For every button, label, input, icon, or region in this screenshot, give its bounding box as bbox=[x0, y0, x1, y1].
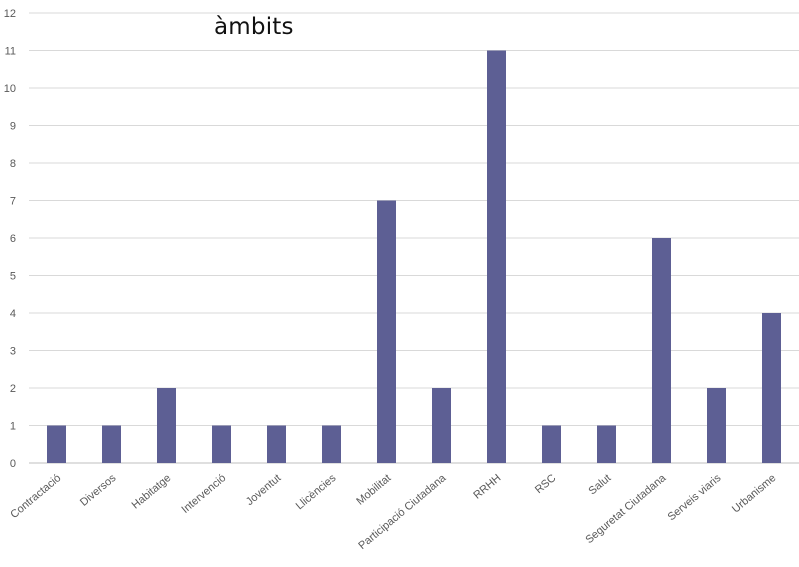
y-tick-label: 8 bbox=[10, 158, 16, 170]
x-tick-label: Mobilitat bbox=[354, 472, 393, 508]
bar-0 bbox=[47, 425, 66, 463]
bar-7 bbox=[432, 388, 451, 463]
bar-4 bbox=[267, 425, 286, 463]
y-tick-label: 5 bbox=[10, 271, 16, 283]
bar-12 bbox=[707, 388, 726, 463]
x-tick-label: Habitatge bbox=[130, 472, 174, 511]
bar-13 bbox=[762, 313, 781, 463]
x-tick-label: Contractació bbox=[8, 472, 63, 521]
bar-2 bbox=[157, 388, 176, 463]
y-tick-label: 1 bbox=[10, 421, 16, 433]
bar-9 bbox=[542, 425, 561, 463]
y-tick-label: 9 bbox=[10, 121, 16, 133]
y-tick-label: 2 bbox=[10, 383, 16, 395]
x-axis-labels: Contractació Diversos Habitatge Intervenció… bbox=[8, 472, 778, 553]
bar-1 bbox=[102, 425, 121, 463]
x-tick-label: Serveis viaris bbox=[666, 472, 724, 524]
x-tick-label: RSC bbox=[533, 472, 559, 496]
bar-11 bbox=[652, 238, 671, 463]
x-tick-label: Joventut bbox=[244, 472, 284, 508]
x-tick-label: Salut bbox=[587, 472, 614, 497]
y-tick-label: 11 bbox=[5, 46, 16, 58]
x-tick-label: Urbanisme bbox=[730, 472, 778, 515]
bar-5 bbox=[322, 425, 341, 463]
chart-title: àmbits bbox=[214, 14, 294, 40]
bars bbox=[47, 50, 781, 463]
gridlines bbox=[29, 12, 799, 464]
y-tick-label: 0 bbox=[10, 458, 16, 470]
x-tick-label: Llicències bbox=[294, 472, 339, 513]
x-tick-label: Intervenció bbox=[179, 472, 228, 516]
y-tick-label: 3 bbox=[10, 346, 16, 358]
x-tick-label: Participació Ciutadana bbox=[356, 472, 449, 553]
bar-3 bbox=[212, 425, 231, 463]
bar-6 bbox=[377, 200, 396, 463]
bar-8 bbox=[487, 50, 506, 463]
y-tick-label: 12 bbox=[4, 8, 16, 20]
x-tick-label: Diversos bbox=[78, 472, 119, 509]
y-tick-label: 6 bbox=[10, 233, 16, 245]
y-tick-label: 10 bbox=[4, 83, 16, 95]
y-tick-label: 7 bbox=[10, 196, 16, 208]
bar-10 bbox=[597, 425, 616, 463]
x-tick-label: RRHH bbox=[471, 472, 503, 502]
y-tick-label: 4 bbox=[10, 308, 16, 320]
